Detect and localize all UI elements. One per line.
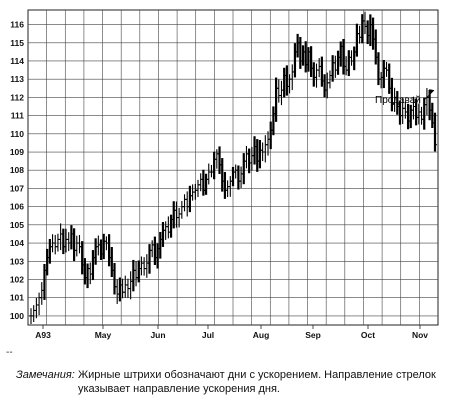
y-tick-label: 115 [10,38,24,48]
y-tick-label: 103 [10,256,24,266]
y-tick-label: 105 [10,220,24,230]
caption-label: Замечания: [16,369,75,381]
footer-dash: -- [6,347,13,358]
y-axis-labels: 100 101 102 103 104 105 106 107 108 109 110 111 112 1… [10,20,24,321]
y-tick-label: 111 [11,111,25,121]
annotation-arrowhead [429,89,434,94]
y-tick-label: 100 [10,311,24,321]
y-tick-label: 104 [10,238,24,248]
x-tick-label: Nov [412,330,428,340]
y-tick-label: 108 [10,165,24,175]
annotation-arrow [424,89,435,100]
y-tick-label: 101 [10,293,24,303]
caption-text: Жирные штрихи обозначают дни с ускорение… [78,369,436,395]
y-tick-label: 112 [10,92,24,102]
y-tick-label: 102 [10,274,24,284]
price-chart: 100 101 102 103 104 105 106 107 108 109 110 111 112 1… [10,9,439,340]
price-bars [29,11,437,325]
x-tick-label: May [95,330,112,340]
annotation-label: Продавай [375,95,421,106]
x-tick-label: Sep [305,330,321,340]
y-tick-label: 107 [10,183,24,193]
y-tick-label: 110 [10,129,24,139]
x-tick-label: A93 [35,330,51,340]
y-tick-label: 116 [10,20,24,30]
sell-annotation: Продавай [375,89,435,106]
grid [27,9,439,326]
x-tick-label: Oct [361,330,375,340]
y-tick-label: 114 [10,56,24,66]
x-tick-label: Jul [202,330,214,340]
y-tick-label: 113 [10,74,24,84]
x-tick-label: Aug [253,330,270,340]
y-tick-label: 109 [10,147,24,157]
x-tick-label: Jun [150,330,165,340]
x-axis-labels: A93 May Jun Jul Aug Sep Oct Nov [35,325,428,340]
y-tick-label: 106 [10,202,24,212]
